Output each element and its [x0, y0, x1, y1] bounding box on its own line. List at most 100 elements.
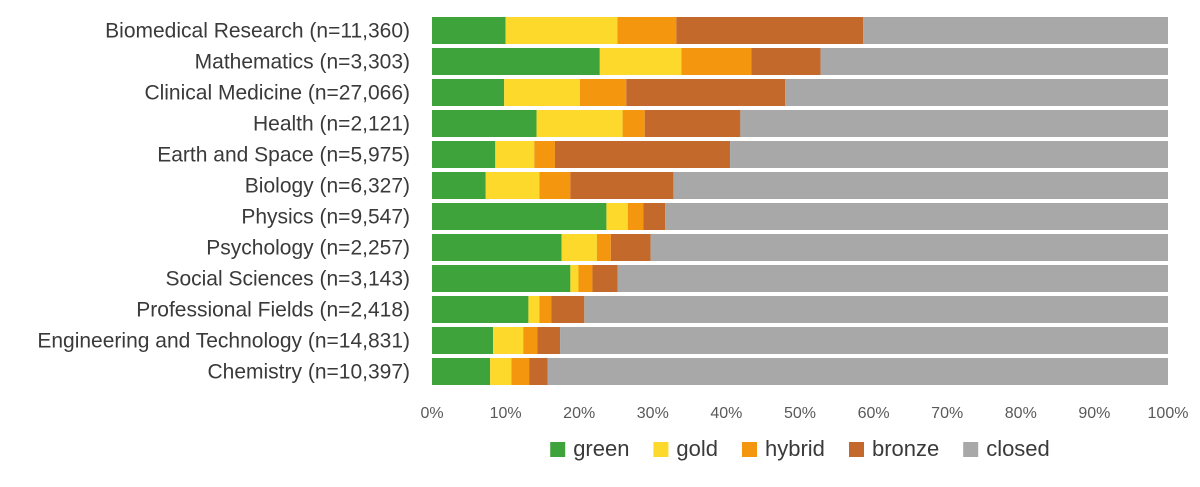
bar-segment-green — [432, 327, 494, 354]
category-label: Biology (n=6,327) — [245, 175, 410, 198]
bar-segment-gold — [599, 48, 682, 75]
bar-segment-closed — [617, 265, 1168, 292]
bar-segment-bronze — [554, 141, 731, 168]
bar-segment-gold — [485, 172, 540, 199]
bar-row-biomedical-research — [432, 17, 1168, 44]
bar-segment-green — [432, 48, 600, 75]
bar-segment-bronze — [644, 110, 741, 137]
bar-row-health — [432, 110, 1168, 137]
category-label: Psychology (n=2,257) — [206, 237, 410, 260]
bar-segment-green — [432, 296, 529, 323]
category-label: Physics (n=9,547) — [241, 206, 410, 229]
bar-segment-green — [432, 358, 491, 385]
bar-segment-green — [432, 203, 607, 230]
bar-segment-green — [432, 110, 537, 137]
bar-segment-hybrid — [511, 358, 530, 385]
bar-segment-closed — [547, 358, 1168, 385]
bar-segment-green — [432, 172, 486, 199]
bar-row-engineering-and-technology — [432, 327, 1168, 354]
bar-row-social-sciences — [432, 265, 1168, 292]
bar-segment-gold — [606, 203, 628, 230]
bar-segment-bronze — [551, 296, 585, 323]
bar-segment-hybrid — [579, 79, 627, 106]
legend-label: bronze — [872, 436, 939, 461]
category-label: Health (n=2,121) — [253, 113, 410, 136]
bar-row-biology — [432, 172, 1168, 199]
bar-row-professional-fields — [432, 296, 1168, 323]
bar-segment-gold — [504, 79, 580, 106]
legend-swatch — [653, 442, 669, 457]
category-label: Professional Fields (n=2,418) — [136, 299, 410, 322]
bar-segment-gold — [495, 141, 535, 168]
bar-segment-hybrid — [539, 296, 552, 323]
bar-segment-green — [432, 265, 571, 292]
bar-segment-closed — [673, 172, 1168, 199]
bar-segment-bronze — [676, 17, 864, 44]
bar-segment-closed — [820, 48, 1168, 75]
bar-segment-gold — [490, 358, 512, 385]
bar-segment-hybrid — [681, 48, 752, 75]
legend-label: closed — [986, 436, 1050, 461]
bar-segment-closed — [560, 327, 1168, 354]
bar-segment-hybrid — [617, 17, 677, 44]
bar-segment-hybrid — [622, 110, 645, 137]
legend-label: gold — [676, 436, 718, 461]
x-tick-label: 30% — [637, 405, 669, 422]
x-tick-label: 10% — [490, 405, 522, 422]
category-label: Chemistry (n=10,397) — [207, 361, 410, 384]
bar-segment-green — [432, 141, 496, 168]
x-tick-label: 90% — [1078, 405, 1110, 422]
bar-segment-green — [432, 79, 505, 106]
bar-segment-bronze — [592, 265, 618, 292]
bar-segment-hybrid — [534, 141, 555, 168]
bar-segment-closed — [650, 234, 1168, 261]
bar-segment-closed — [584, 296, 1168, 323]
bar-segment-closed — [785, 79, 1168, 106]
bar-row-earth-and-space — [432, 141, 1168, 168]
x-tick-label: 70% — [931, 405, 963, 422]
legend-swatch — [742, 442, 757, 457]
bar-segment-hybrid — [596, 234, 611, 261]
bar-segment-gold — [505, 17, 618, 44]
x-tick-label: 40% — [710, 405, 742, 422]
bar-row-mathematics — [432, 48, 1168, 75]
bar-segment-closed — [863, 17, 1168, 44]
legend-item-gold: gold — [653, 436, 718, 461]
category-label: Clinical Medicine (n=27,066) — [144, 82, 410, 105]
bar-segment-hybrid — [539, 172, 571, 199]
category-label: Social Sciences (n=3,143) — [165, 268, 410, 291]
bar-segment-hybrid — [627, 203, 644, 230]
bar-segment-hybrid — [523, 327, 538, 354]
bar-segment-gold — [561, 234, 597, 261]
bar-segment-closed — [665, 203, 1168, 230]
x-tick-label: 80% — [1005, 405, 1037, 422]
bar-segment-bronze — [537, 327, 561, 354]
legend-item-green: green — [550, 436, 629, 461]
bar-segment-bronze — [751, 48, 821, 75]
legend-item-bronze: bronze — [849, 436, 939, 461]
bar-row-psychology — [432, 234, 1168, 261]
bar-segment-bronze — [643, 203, 666, 230]
bar-segment-gold — [493, 327, 524, 354]
x-tick-label: 0% — [420, 405, 443, 422]
bar-segment-bronze — [610, 234, 651, 261]
category-label: Earth and Space (n=5,975) — [157, 144, 410, 167]
category-label: Engineering and Technology (n=14,831) — [37, 330, 410, 353]
bar-segment-closed — [730, 141, 1168, 168]
legend-swatch — [849, 442, 864, 457]
legend-label: green — [573, 436, 629, 461]
bars-layer — [432, 17, 1168, 385]
legend-item-hybrid: hybrid — [742, 436, 825, 461]
bar-segment-bronze — [529, 358, 548, 385]
legend-swatch — [963, 442, 979, 457]
bar-segment-gold — [536, 110, 623, 137]
bar-row-physics — [432, 203, 1168, 230]
bar-segment-closed — [740, 110, 1168, 137]
legend: green gold hybrid bronze closed — [550, 436, 1050, 461]
bar-segment-gold — [528, 296, 540, 323]
bar-segment-bronze — [570, 172, 674, 199]
legend-item-closed: closed — [963, 436, 1050, 461]
bar-segment-gold — [570, 265, 579, 292]
